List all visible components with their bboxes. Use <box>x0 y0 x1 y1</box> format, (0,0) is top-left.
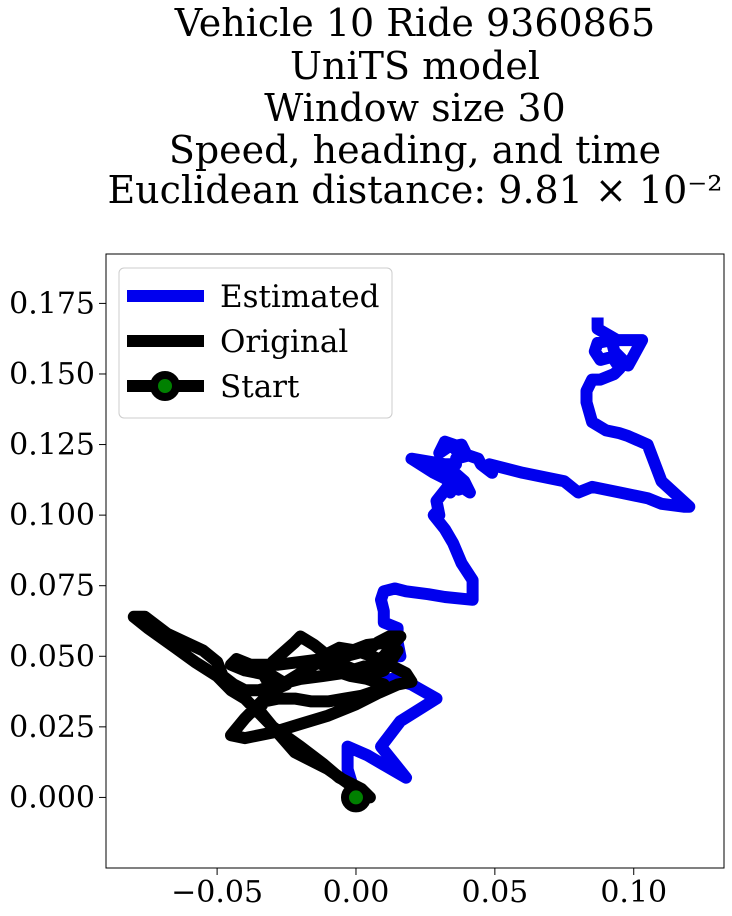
x-tick-label: 0.05 <box>461 875 528 910</box>
title-line-2: UniTS model <box>290 44 540 88</box>
axes-frame <box>105 253 725 869</box>
y-tick-label: 0.025 <box>9 710 95 745</box>
chart-title: Vehicle 10 Ride 9360865 UniTS model Wind… <box>107 1 722 212</box>
estimated-series-line <box>341 317 696 800</box>
start-marker <box>340 782 371 813</box>
y-tick-label: 0.150 <box>9 357 95 392</box>
plot-area: −0.05 0.00 0.05 0.10 0.000 0.025 0.050 0.075 0.1… <box>9 253 725 910</box>
legend-start-marker <box>150 371 180 401</box>
legend-estimated-label: Estimated <box>220 279 379 315</box>
legend: Estimated Original Start <box>118 267 393 419</box>
series-group <box>127 317 696 808</box>
legend-start-label: Start <box>220 369 300 405</box>
legend-original-label: Original <box>220 324 348 360</box>
title-line-5: Euclidean distance: 9.81 × 10⁻² <box>107 168 722 212</box>
original-series-line <box>127 610 418 808</box>
title-line-1: Vehicle 10 Ride 9360865 <box>174 1 655 45</box>
title-line-3: Window size 30 <box>264 86 565 130</box>
x-tick-label: 0.10 <box>600 875 667 910</box>
y-tick-label: 0.125 <box>9 428 95 463</box>
y-tick-label: 0.075 <box>9 569 95 604</box>
y-tick-label: 0.175 <box>9 286 95 321</box>
y-tick-label: 0.000 <box>9 780 95 815</box>
title-line-4: Speed, heading, and time <box>169 128 661 172</box>
x-tick-label: −0.05 <box>171 875 263 910</box>
x-tick-label: 0.00 <box>323 875 390 910</box>
y-tick-label: 0.100 <box>9 498 95 533</box>
y-tick-label: 0.050 <box>9 639 95 674</box>
